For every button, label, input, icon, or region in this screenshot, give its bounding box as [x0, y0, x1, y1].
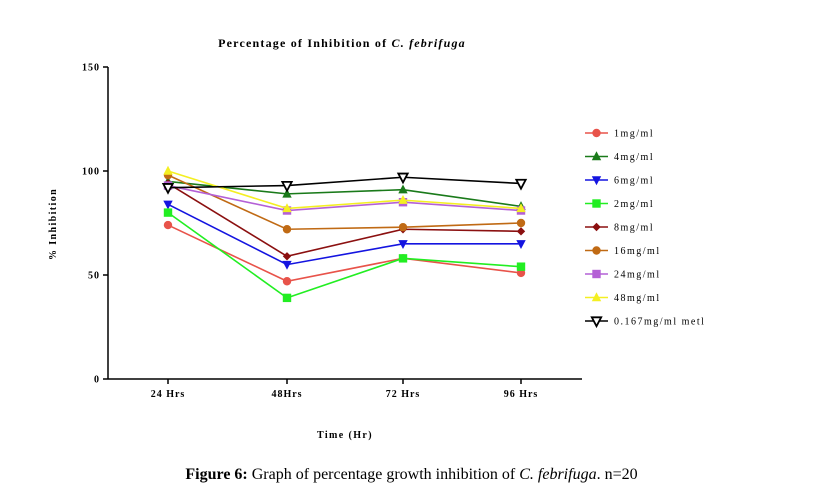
legend-marker: [592, 128, 601, 138]
legend-item: 6mg/ml: [585, 176, 654, 187]
series-line: [167, 224, 522, 283]
data-point: [282, 260, 292, 270]
legend: 1mg/ml 4mg/ml 6mg/ml 2mg/ml 8mg/ml 16mg/ml 24m…: [585, 128, 705, 329]
legend-label: 1mg/ml: [614, 129, 654, 140]
legend-item: 0.167mg/ml metl: [585, 316, 705, 329]
legend-item: 1mg/ml: [585, 128, 654, 140]
data-point: [516, 227, 526, 236]
y-tick-label: 0: [94, 375, 100, 386]
caption-text: Graph of percentage growth inhibition of: [247, 466, 520, 483]
y-tick-label: 100: [82, 167, 100, 178]
legend-marker: [592, 269, 601, 279]
legend-marker: [592, 199, 601, 208]
series-line: [167, 211, 522, 299]
legend-marker: [592, 246, 601, 255]
series-2: [163, 200, 526, 270]
legend-item: 2mg/ml: [585, 199, 654, 210]
data-point: [398, 240, 408, 249]
series-line: [167, 182, 522, 258]
x-tick-label: 96 Hrs: [504, 389, 539, 400]
series-0: [163, 220, 526, 286]
data-point: [398, 184, 408, 194]
data-point: [163, 208, 173, 217]
chart-title: Percentage of Inhibition of C. febrifuga: [218, 36, 466, 50]
data-point: [161, 183, 175, 195]
data-point: [163, 165, 173, 175]
legend-item: 4mg/ml: [585, 151, 654, 163]
series-8: [161, 172, 528, 195]
x-tick-label: 48Hrs: [271, 389, 302, 400]
chart-title-text: Percentage of Inhibition of: [218, 36, 387, 50]
legend-label: 4mg/ml: [614, 152, 654, 163]
data-point: [516, 262, 526, 271]
y-ticks: 0 50 100 150: [82, 63, 108, 386]
legend-item: 48mg/ml: [585, 292, 661, 304]
caption-suffix: . n=20: [596, 466, 638, 483]
legend-label: 0.167mg/ml metl: [614, 317, 705, 328]
data-point: [282, 188, 292, 198]
y-tick-label: 150: [82, 63, 100, 74]
legend-label: 2mg/ml: [614, 199, 654, 210]
series-7: [163, 165, 526, 213]
axes: [107, 67, 582, 380]
series-layer: [161, 165, 528, 303]
legend-item: 24mg/ml: [585, 269, 661, 281]
legend-label: 48mg/ml: [614, 293, 661, 304]
legend-marker: [591, 176, 602, 186]
legend-marker: [591, 151, 602, 161]
data-point: [396, 172, 410, 185]
data-point: [398, 222, 408, 232]
data-point: [280, 180, 294, 193]
legend-marker: [592, 222, 601, 232]
y-axis-label: % Inhibition: [48, 188, 59, 260]
series-3: [163, 208, 526, 303]
data-point: [398, 194, 408, 204]
legend-item: 16mg/ml: [585, 246, 661, 257]
series-line: [167, 170, 522, 210]
legend-marker: [590, 316, 603, 329]
data-point: [282, 225, 292, 234]
x-tick-label: 24 Hrs: [151, 389, 186, 400]
legend-label: 24mg/ml: [614, 270, 661, 281]
chart-title-species: C. febrifuga: [391, 36, 465, 50]
caption-species: C. febrifuga: [519, 466, 597, 483]
data-point: [163, 220, 173, 230]
series-line: [167, 174, 522, 231]
series-line: [167, 176, 522, 189]
data-point: [514, 178, 528, 191]
series-line: [167, 184, 522, 212]
figure-caption: Figure 6: Graph of percentage growth inh…: [0, 466, 823, 484]
x-tick-label: 72 Hrs: [386, 389, 421, 400]
data-point: [398, 254, 408, 263]
caption-label: Figure 6:: [185, 466, 248, 483]
y-tick-label: 50: [88, 271, 100, 282]
legend-label: 6mg/ml: [614, 176, 654, 187]
data-point: [282, 277, 292, 286]
x-axis-label: Time (Hr): [317, 430, 373, 441]
series-line: [167, 203, 521, 266]
svg-text:Percentage of Inhibition of: Percentage of Inhibition of C. febrifuga: [218, 36, 466, 50]
data-point: [516, 203, 526, 213]
legend-item: 8mg/ml: [585, 222, 654, 234]
data-point: [282, 293, 292, 303]
legend-label: 16mg/ml: [614, 246, 661, 257]
data-point: [516, 218, 526, 228]
legend-marker: [591, 292, 602, 302]
series-line: [167, 180, 522, 208]
x-ticks: 24 Hrs 48Hrs 72 Hrs 96 Hrs: [151, 379, 539, 400]
data-point: [282, 203, 292, 213]
legend-label: 8mg/ml: [614, 223, 654, 234]
data-point: [163, 200, 173, 210]
data-point: [282, 252, 292, 261]
data-point: [516, 240, 526, 249]
